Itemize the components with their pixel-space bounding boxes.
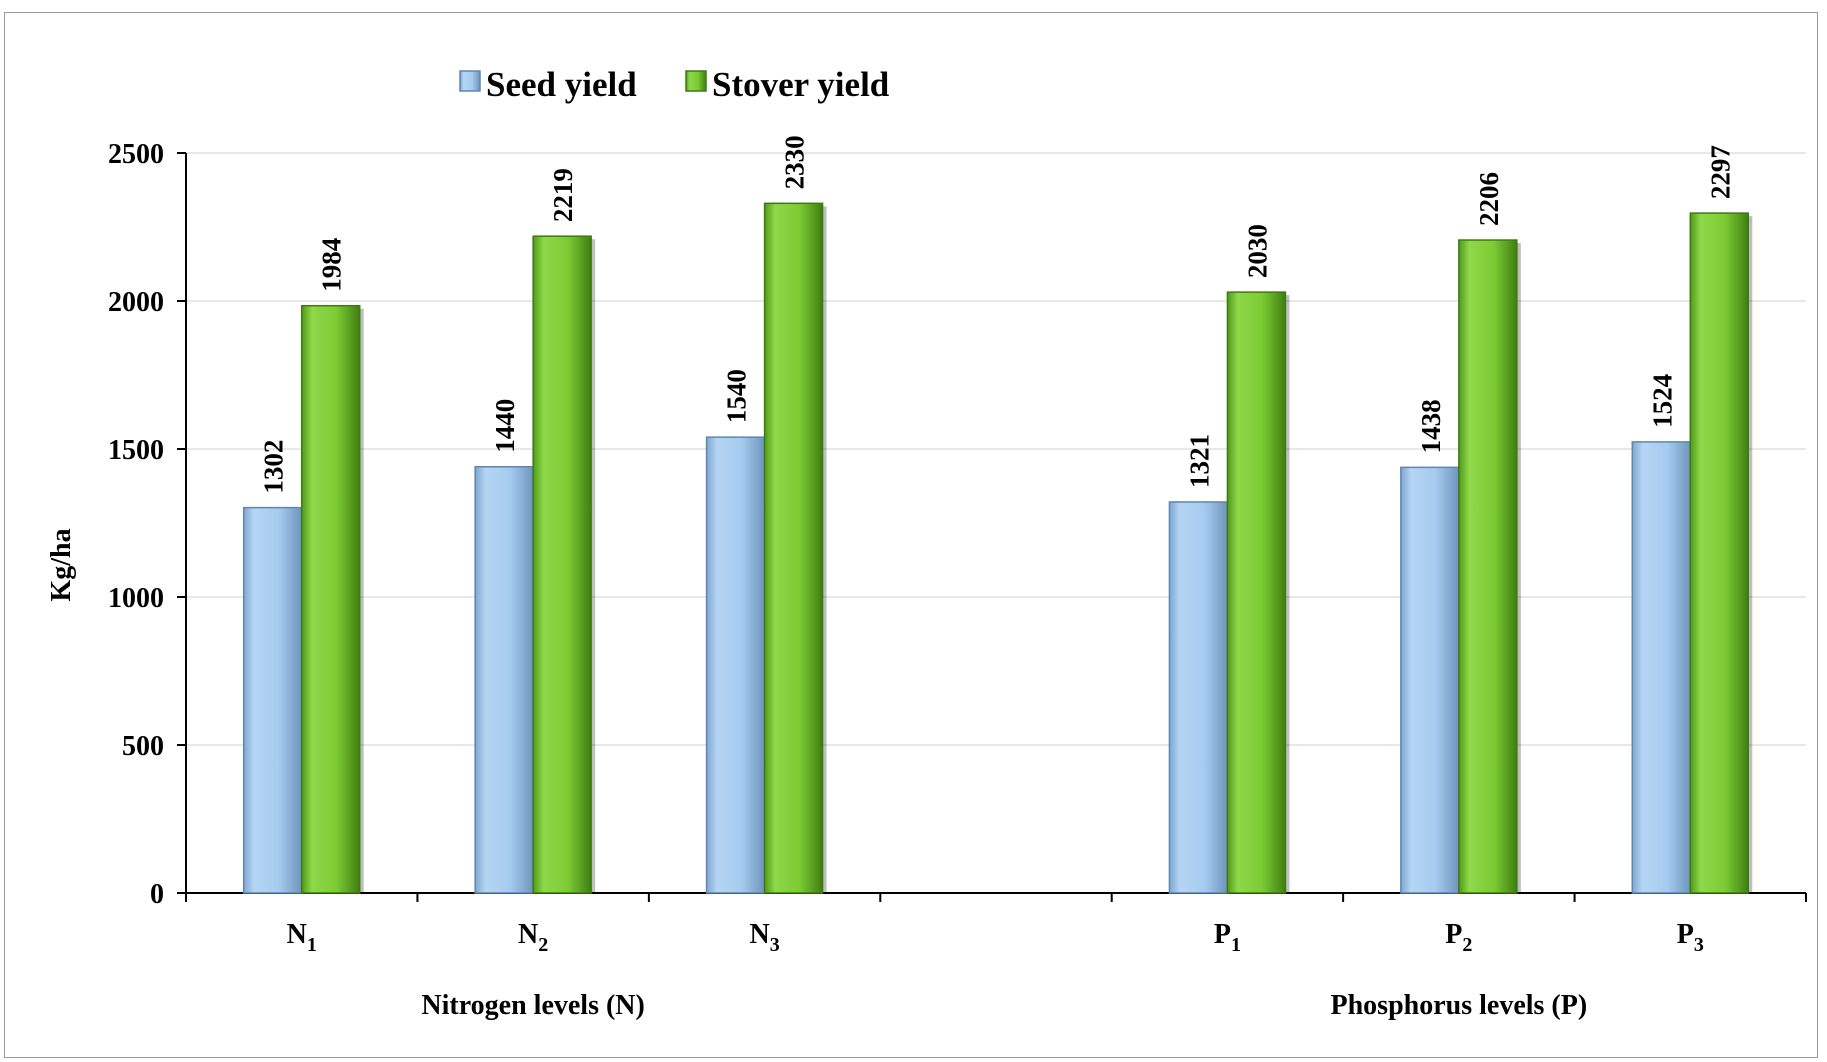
- data-label: 1302: [259, 440, 289, 494]
- x-tick-label: P2: [1445, 919, 1472, 956]
- x-tick-label: N3: [749, 919, 779, 956]
- bar-stover-yield: [1226, 291, 1287, 894]
- y-tick-label: 1000: [108, 583, 164, 614]
- bar-stover-yield: [1689, 212, 1750, 894]
- bar-stover-yield: [300, 304, 361, 894]
- y-tick-label: 500: [122, 731, 164, 762]
- group-label: Phosphorus levels (P): [1331, 990, 1588, 1021]
- bar-seed-yield: [474, 466, 534, 894]
- data-label: 2030: [1242, 224, 1272, 278]
- x-tick-label: P3: [1677, 919, 1704, 956]
- data-label: 2297: [1705, 145, 1735, 199]
- data-label: 1540: [722, 369, 752, 423]
- data-label: 1524: [1647, 374, 1677, 428]
- bar-seed-yield: [1168, 501, 1229, 894]
- legend-label: Seed yield: [486, 65, 637, 104]
- data-label: 1440: [490, 399, 520, 453]
- group-label: Nitrogen levels (N): [421, 990, 644, 1021]
- data-label: 2330: [780, 135, 810, 189]
- x-tick-label: P1: [1214, 919, 1241, 956]
- axes: [177, 152, 1807, 902]
- y-tick-label: 1500: [108, 435, 164, 466]
- bar-seed-yield: [705, 436, 766, 894]
- data-label: 1984: [317, 238, 347, 292]
- legend-swatch: [459, 70, 481, 92]
- data-label: 1438: [1416, 399, 1446, 453]
- legend-label: Stover yield: [712, 65, 890, 104]
- legend-swatch: [685, 70, 707, 92]
- y-axis-title: Kg/ha: [46, 528, 77, 601]
- bar-stover-yield: [1458, 239, 1518, 894]
- x-tick-label: N1: [287, 919, 317, 956]
- labels: 0 500 1000 1500 2000 2500 Kg/ha 1302 1984 N1 1440 2…: [46, 135, 1735, 1021]
- bars: [242, 202, 1753, 894]
- gridlines: [186, 152, 1806, 746]
- bar-seed-yield: [1631, 441, 1692, 894]
- data-label: 2206: [1474, 172, 1504, 226]
- legend: Seed yield Stover yield: [459, 65, 890, 104]
- x-tick-label: N2: [518, 919, 548, 956]
- bar-seed-yield: [242, 506, 303, 894]
- bar-stover-yield: [763, 202, 824, 894]
- y-tick-label: 2000: [108, 287, 164, 318]
- data-label: 2219: [548, 168, 578, 222]
- data-label: 1321: [1184, 434, 1214, 488]
- y-tick-label: 0: [150, 879, 164, 910]
- bar-seed-yield: [1400, 466, 1460, 894]
- bar-stover-yield: [532, 235, 592, 894]
- y-tick-label: 2500: [108, 139, 164, 170]
